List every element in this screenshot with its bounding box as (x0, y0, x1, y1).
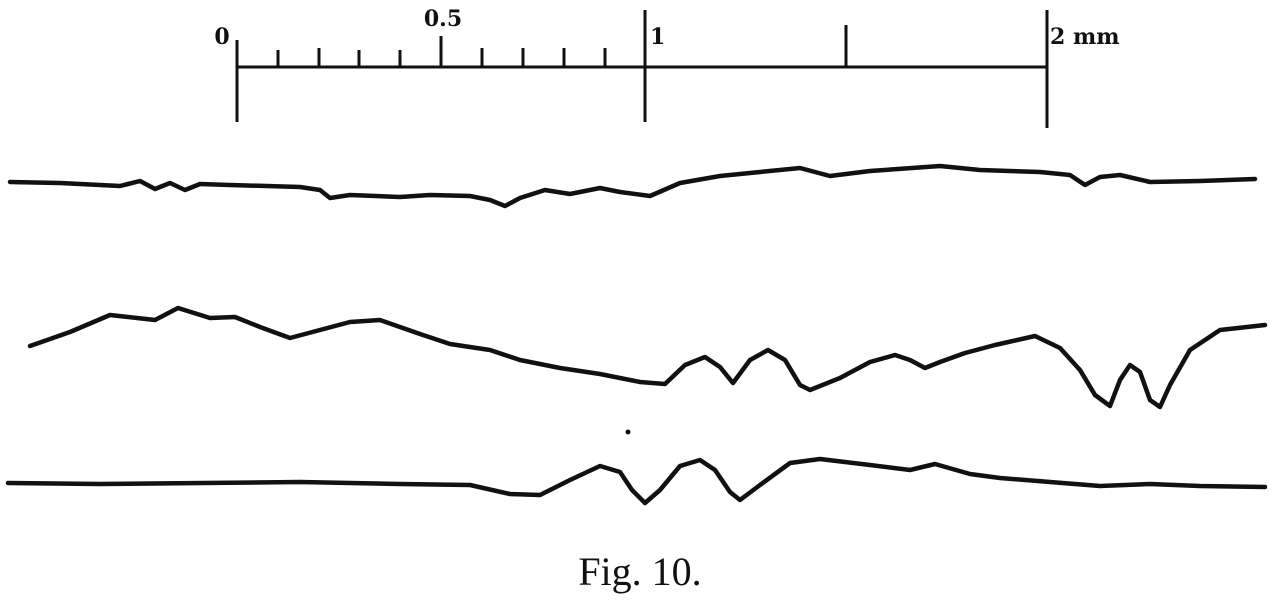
scale-label: 2 mm (1050, 24, 1120, 50)
trace (5, 456, 1268, 506)
caption: Fig. 10. (578, 549, 701, 594)
trace (27, 305, 1268, 410)
scale-bar: 0 0.5 1 2 mm (214, 6, 1120, 128)
trace (7, 163, 1258, 209)
minor-ticks (276, 48, 607, 67)
scale-label: 0.5 (424, 6, 462, 32)
scale-label: 0 (214, 24, 229, 50)
scale-label: 1 (650, 24, 665, 50)
speck (625, 429, 631, 435)
